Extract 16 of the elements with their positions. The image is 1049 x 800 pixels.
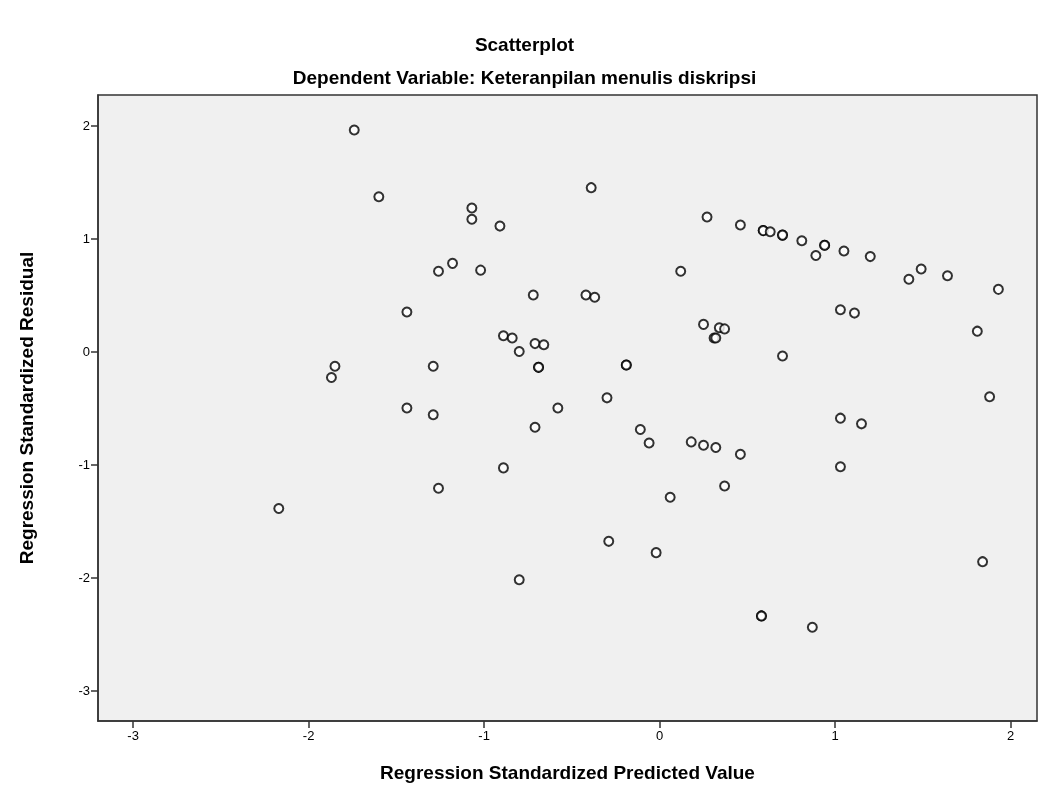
x-tick-label: 1 (831, 728, 839, 743)
y-tick-label: -2 (78, 569, 90, 585)
y-tick-label: 2 (82, 118, 90, 134)
x-tick-label: 2 (1007, 728, 1015, 743)
y-tick-label: 0 (82, 344, 90, 359)
y-tick-label: 1 (82, 231, 90, 247)
x-axis-title: Regression Standardized Predicted Value (380, 762, 755, 783)
y-axis-title: Regression Standardized Residual (16, 251, 37, 565)
x-tick-label: -2 (302, 728, 315, 743)
chart-title: Scatterplot (474, 34, 575, 55)
x-tick-label: -1 (478, 728, 490, 743)
y-tick-label: -3 (78, 682, 90, 698)
y-tick-label: -1 (78, 457, 90, 472)
x-tick-label: 0 (656, 728, 664, 743)
chart-subtitle: Dependent Variable: Keteranpilan menulis diskripsi (292, 67, 757, 88)
x-tick-label: -3 (127, 728, 139, 743)
